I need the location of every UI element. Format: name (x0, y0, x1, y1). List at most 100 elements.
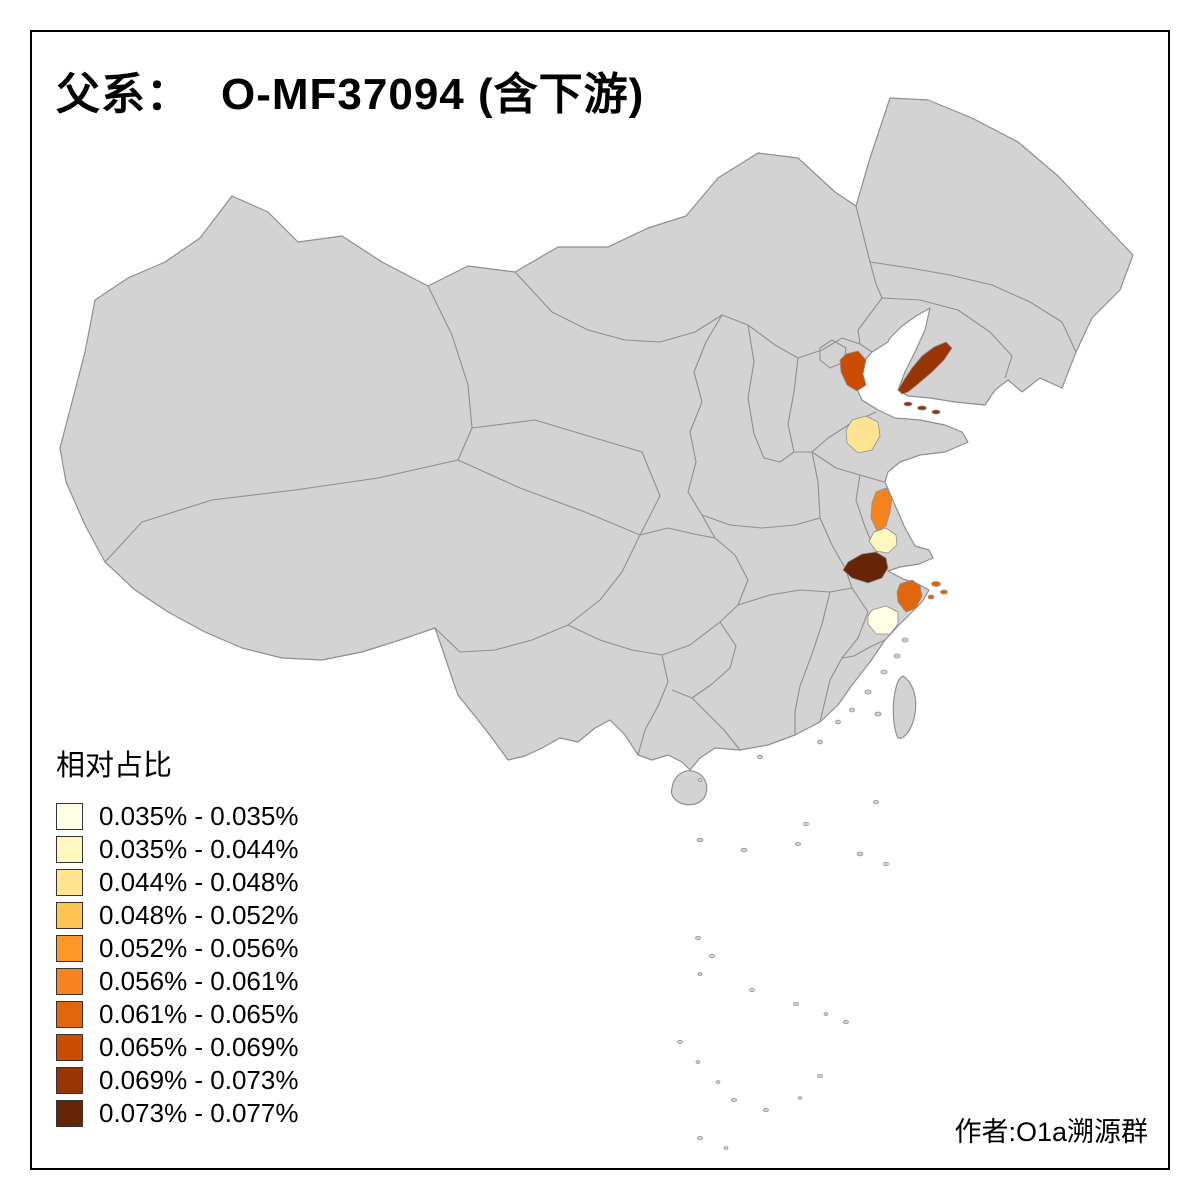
legend-row: 0.069% - 0.073% (56, 1064, 298, 1097)
highlight-patches (839, 341, 953, 635)
legend-row: 0.048% - 0.052% (56, 899, 298, 932)
island-dot (817, 1074, 823, 1079)
legend-swatch (56, 1067, 83, 1094)
title-haplogroup: O-MF37094 (含下游) (221, 70, 645, 119)
legend-range-label: 0.073% - 0.077% (99, 1098, 299, 1128)
island-dot (849, 707, 855, 713)
legend-range-label: 0.056% - 0.061% (99, 966, 299, 996)
attribution: 作者:O1a溯源群 (954, 1117, 1148, 1147)
legend-row: 0.044% - 0.048% (56, 866, 298, 899)
island-dot (917, 405, 927, 411)
legend-range-label: 0.048% - 0.052% (99, 900, 299, 930)
hainan-island (670, 770, 708, 806)
legend-row: 0.061% - 0.065% (56, 998, 298, 1031)
legend-swatch (56, 1034, 83, 1061)
legend-row: 0.035% - 0.035% (56, 800, 298, 833)
island-dot (903, 401, 913, 407)
legend-swatch (56, 836, 83, 863)
province-border (811, 451, 821, 519)
title-prefix: 父系： (56, 70, 191, 119)
legend-swatch (56, 968, 83, 995)
island-dot (709, 954, 715, 959)
legend-swatch (56, 1001, 83, 1028)
island-dot (931, 409, 941, 415)
island-dot (893, 653, 901, 659)
province-border (104, 459, 459, 563)
island-dot (763, 1108, 769, 1113)
province-border (794, 591, 831, 735)
legend-swatch (56, 803, 83, 830)
highlight-region-zhejiang-inland (867, 605, 899, 635)
island-dot (927, 594, 935, 600)
island-dot (697, 972, 703, 976)
small-islands (677, 401, 948, 1150)
province-border (747, 324, 795, 463)
island-dot (797, 1096, 803, 1100)
highlight-region-liaodong (897, 341, 953, 395)
province-border (737, 587, 853, 606)
island-dot (697, 778, 703, 782)
province-border (811, 451, 885, 483)
province-border (841, 639, 886, 659)
island-dot (696, 837, 704, 843)
province-border (457, 459, 641, 536)
taiwan-island (892, 675, 917, 739)
island-dot (740, 847, 748, 853)
province-border (881, 297, 1013, 379)
island-dot (793, 1002, 799, 1007)
province-border (714, 537, 749, 623)
legend-rows: 0.035% - 0.035% 0.035% - 0.044% 0.044% -… (56, 800, 298, 1130)
island-dot (901, 637, 909, 643)
province-border (701, 514, 821, 529)
province-border (567, 621, 721, 656)
province-border (687, 314, 723, 539)
island-dot (856, 851, 864, 857)
island-dot (677, 1040, 683, 1045)
province-border (639, 527, 716, 539)
legend-row: 0.035% - 0.044% (56, 833, 298, 866)
legend-swatch (56, 902, 83, 929)
legend-range-label: 0.035% - 0.035% (99, 801, 299, 831)
legend-range-label: 0.044% - 0.048% (99, 867, 299, 897)
province-border (671, 621, 737, 699)
legend-row: 0.052% - 0.056% (56, 932, 298, 965)
legend-row: 0.056% - 0.061% (56, 965, 298, 998)
island-dot (880, 669, 888, 675)
island-dot (843, 1020, 849, 1025)
island-dot (864, 689, 872, 695)
island-dot (695, 1060, 701, 1064)
island-dot (731, 1098, 737, 1103)
island-dot (715, 1080, 721, 1084)
province-border (819, 517, 853, 589)
province-border (787, 357, 799, 453)
legend-range-label: 0.069% - 0.073% (99, 1065, 299, 1095)
china-mainland (59, 97, 1134, 771)
island-dot (874, 711, 882, 717)
legend-range-label: 0.052% - 0.056% (99, 933, 299, 963)
province-borders (104, 205, 1077, 756)
legend-row: 0.065% - 0.069% (56, 1031, 298, 1064)
province-border (637, 654, 669, 756)
highlight-region-zhejiang-coast (896, 579, 923, 613)
island-dot (795, 842, 801, 847)
legend-swatch (56, 935, 83, 962)
island-dot (803, 822, 809, 827)
highlight-region-shandong (845, 415, 881, 454)
island-dot (883, 862, 889, 867)
land-group (59, 97, 1134, 806)
island-dot (940, 589, 948, 595)
island-dot (697, 1136, 703, 1141)
province-border (819, 587, 869, 723)
province-border (857, 297, 883, 345)
highlight-region-bohai-west (839, 350, 867, 392)
legend-swatch (56, 1100, 83, 1127)
highlight-region-jiangsu-mid (870, 487, 893, 532)
island-dot (873, 800, 879, 805)
province-border (514, 271, 873, 359)
legend-row: 0.073% - 0.077% (56, 1097, 298, 1130)
highlight-region-jiangsu-south (868, 527, 898, 554)
legend-title: 相对占比 (56, 750, 173, 782)
province-border (691, 697, 741, 751)
island-dot (723, 1146, 729, 1150)
